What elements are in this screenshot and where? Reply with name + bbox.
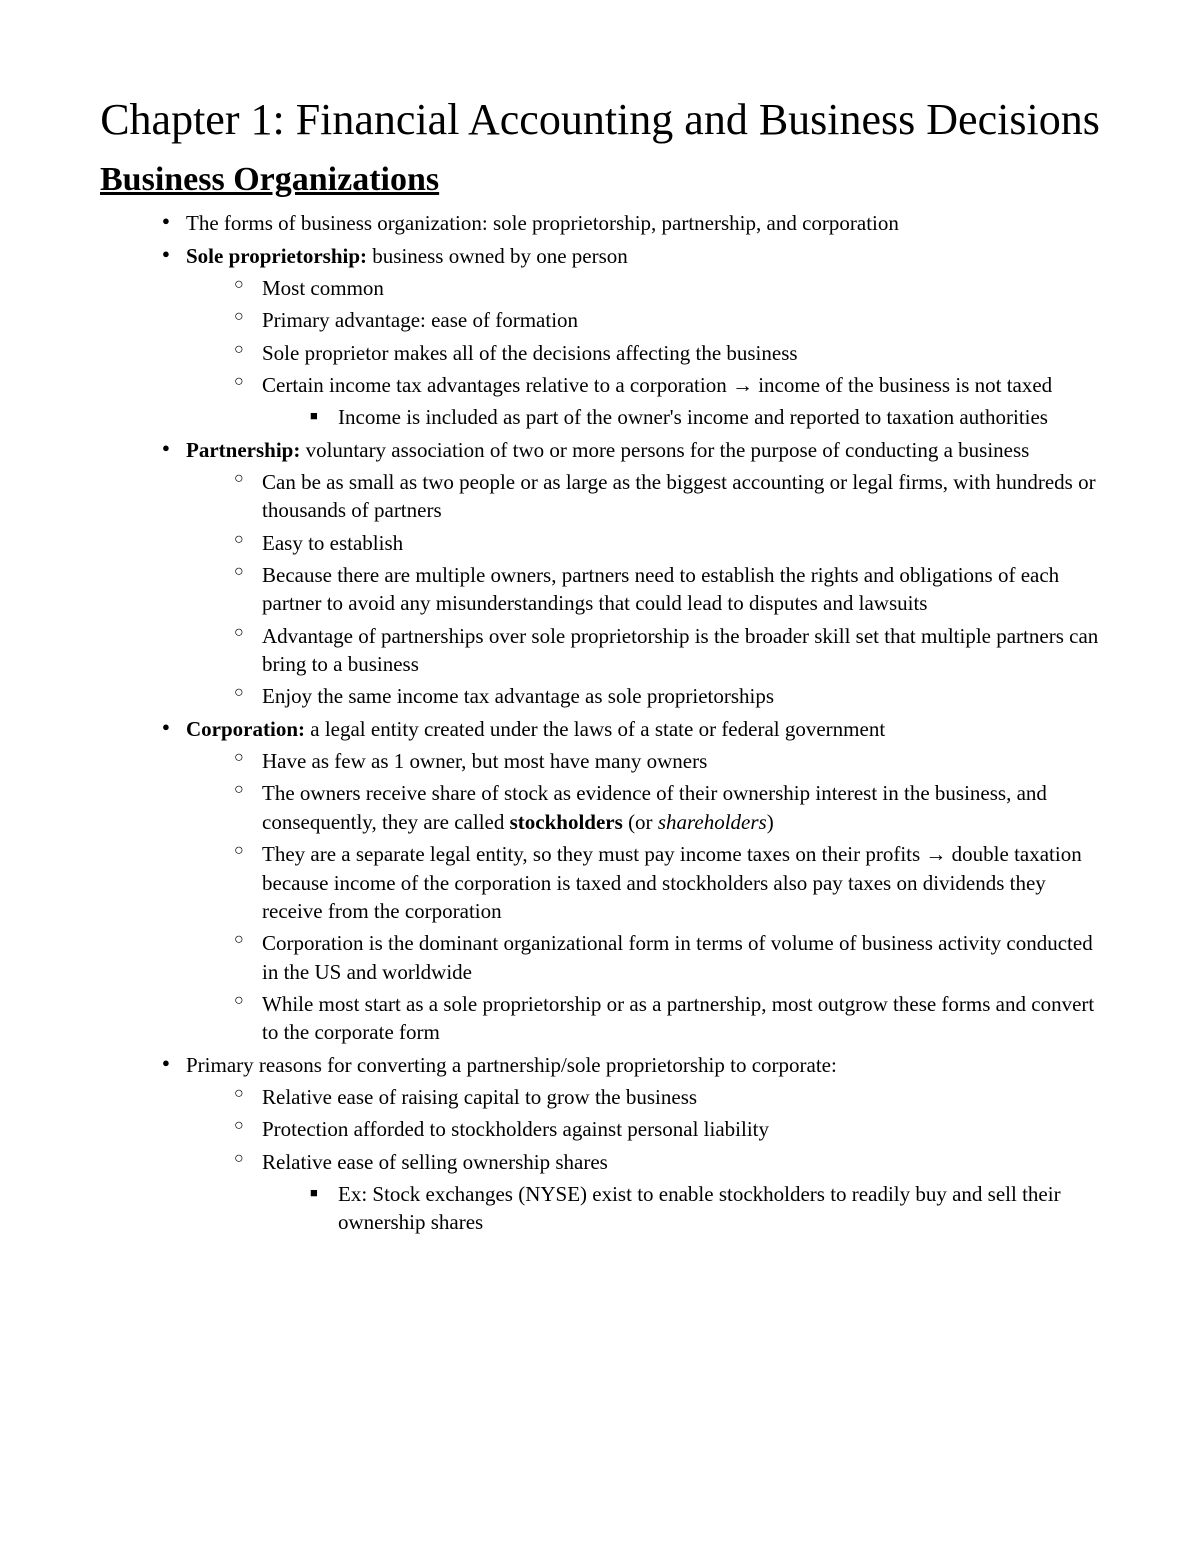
- list-item: They are a separate legal entity, so the…: [234, 840, 1100, 925]
- item-text: Relative ease of selling ownership share…: [262, 1150, 608, 1174]
- item-text: (or: [623, 810, 658, 834]
- section-heading: Business Organizations: [100, 157, 1100, 203]
- chapter-title: Chapter 1: Financial Accounting and Busi…: [100, 90, 1100, 149]
- list-item: Most common: [234, 274, 1100, 302]
- item-text: Sole proprietor makes all of the decisio…: [262, 341, 798, 365]
- list-item: Primary advantage: ease of formation: [234, 306, 1100, 334]
- list-item: Sole proprietorship: business owned by o…: [162, 242, 1100, 432]
- item-text: Relative ease of raising capital to grow…: [262, 1085, 697, 1109]
- sub-list: Have as few as 1 owner, but most have ma…: [186, 747, 1100, 1046]
- list-item: Primary reasons for converting a partner…: [162, 1051, 1100, 1237]
- list-item: The owners receive share of stock as evi…: [234, 779, 1100, 836]
- list-item: Can be as small as two people or as larg…: [234, 468, 1100, 525]
- list-item: While most start as a sole proprietorshi…: [234, 990, 1100, 1047]
- term-label: Sole proprietorship:: [186, 244, 367, 268]
- bold-term: stockholders: [510, 810, 623, 834]
- item-text: Primary advantage: ease of formation: [262, 308, 578, 332]
- item-text: Ex: Stock exchanges (NYSE) exist to enab…: [338, 1182, 1061, 1234]
- list-item: Corporation is the dominant organization…: [234, 929, 1100, 986]
- list-item: Have as few as 1 owner, but most have ma…: [234, 747, 1100, 775]
- term-desc: a legal entity created under the laws of…: [305, 717, 885, 741]
- item-text: The forms of business organization: sole…: [186, 211, 899, 235]
- list-item: Relative ease of raising capital to grow…: [234, 1083, 1100, 1111]
- list-item: Ex: Stock exchanges (NYSE) exist to enab…: [310, 1180, 1100, 1237]
- item-text: Because there are multiple owners, partn…: [262, 563, 1059, 615]
- outline-list: The forms of business organization: sole…: [100, 209, 1100, 1236]
- item-text: Protection afforded to stockholders agai…: [262, 1117, 769, 1141]
- item-text: Have as few as 1 owner, but most have ma…: [262, 749, 707, 773]
- item-text: Most common: [262, 276, 384, 300]
- sub-sub-list: Income is included as part of the owner'…: [262, 403, 1100, 431]
- item-text: Corporation is the dominant organization…: [262, 931, 1093, 983]
- list-item: The forms of business organization: sole…: [162, 209, 1100, 237]
- list-item: Income is included as part of the owner'…: [310, 403, 1100, 431]
- sub-list: Most common Primary advantage: ease of f…: [186, 274, 1100, 432]
- term-label: Corporation:: [186, 717, 305, 741]
- item-text: Enjoy the same income tax advantage as s…: [262, 684, 774, 708]
- term-desc: business owned by one person: [367, 244, 628, 268]
- sub-list: Can be as small as two people or as larg…: [186, 468, 1100, 711]
- item-text: While most start as a sole proprietorshi…: [262, 992, 1094, 1044]
- item-text: Income is included as part of the owner'…: [338, 405, 1048, 429]
- list-item: Corporation: a legal entity created unde…: [162, 715, 1100, 1047]
- item-text: Easy to establish: [262, 531, 403, 555]
- list-item: Because there are multiple owners, partn…: [234, 561, 1100, 618]
- item-text: ): [767, 810, 774, 834]
- item-text: Advantage of partnerships over sole prop…: [262, 624, 1098, 676]
- list-item: Easy to establish: [234, 529, 1100, 557]
- list-item: Enjoy the same income tax advantage as s…: [234, 682, 1100, 710]
- list-item: Relative ease of selling ownership share…: [234, 1148, 1100, 1237]
- list-item: Partnership: voluntary association of tw…: [162, 436, 1100, 711]
- item-text: Primary reasons for converting a partner…: [186, 1053, 837, 1077]
- italic-term: shareholders: [658, 810, 767, 834]
- sub-sub-list: Ex: Stock exchanges (NYSE) exist to enab…: [262, 1180, 1100, 1237]
- list-item: Advantage of partnerships over sole prop…: [234, 622, 1100, 679]
- list-item: Certain income tax advantages relative t…: [234, 371, 1100, 432]
- term-label: Partnership:: [186, 438, 300, 462]
- sub-list: Relative ease of raising capital to grow…: [186, 1083, 1100, 1237]
- item-text: Certain income tax advantages relative t…: [262, 373, 1052, 397]
- term-desc: voluntary association of two or more per…: [300, 438, 1029, 462]
- list-item: Protection afforded to stockholders agai…: [234, 1115, 1100, 1143]
- item-text: They are a separate legal entity, so the…: [262, 842, 1082, 923]
- item-text: Can be as small as two people or as larg…: [262, 470, 1096, 522]
- list-item: Sole proprietor makes all of the decisio…: [234, 339, 1100, 367]
